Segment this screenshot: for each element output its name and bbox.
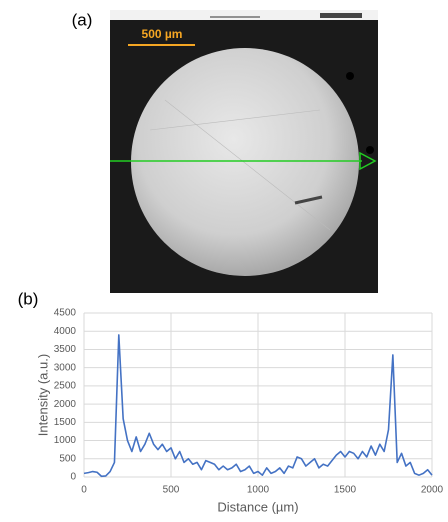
panel-label: (a) bbox=[72, 10, 93, 29]
scale-bar-label: 500 µm bbox=[142, 27, 183, 41]
y-tick-label: 3500 bbox=[54, 344, 77, 355]
x-axis-label: Distance (µm) bbox=[217, 499, 298, 514]
y-tick-label: 2500 bbox=[54, 381, 77, 392]
x-tick-label: 1500 bbox=[334, 485, 357, 496]
y-tick-label: 4000 bbox=[54, 326, 77, 337]
y-tick-label: 1500 bbox=[54, 417, 77, 428]
panel-label: (b) bbox=[18, 289, 39, 308]
x-tick-label: 500 bbox=[163, 485, 180, 496]
profile-arrow bbox=[359, 151, 377, 171]
x-tick-label: 0 bbox=[81, 485, 87, 496]
header-bar bbox=[320, 13, 362, 18]
scratch bbox=[149, 109, 321, 131]
x-tick-label: 1000 bbox=[247, 485, 270, 496]
y-tick-label: 4500 bbox=[54, 308, 77, 319]
y-tick-label: 0 bbox=[70, 472, 76, 483]
micrograph: 500 µm bbox=[110, 10, 378, 293]
y-tick-label: 1000 bbox=[54, 435, 77, 446]
sample-disc bbox=[131, 48, 359, 276]
defect bbox=[294, 195, 323, 205]
y-tick-label: 3000 bbox=[54, 362, 77, 373]
y-tick-label: 2000 bbox=[54, 399, 77, 410]
data-line bbox=[83, 334, 433, 478]
image-header bbox=[110, 10, 378, 20]
pore bbox=[346, 72, 354, 80]
scratch bbox=[164, 99, 331, 231]
pore bbox=[366, 146, 374, 154]
x-tick-label: 2000 bbox=[421, 485, 444, 496]
line-chart: Distance (µm) Intensity (a.u.) 0 500 1000 1… bbox=[35, 308, 443, 515]
y-tick-label: 500 bbox=[59, 453, 76, 464]
y-axis-label: Intensity (a.u.) bbox=[35, 354, 50, 436]
